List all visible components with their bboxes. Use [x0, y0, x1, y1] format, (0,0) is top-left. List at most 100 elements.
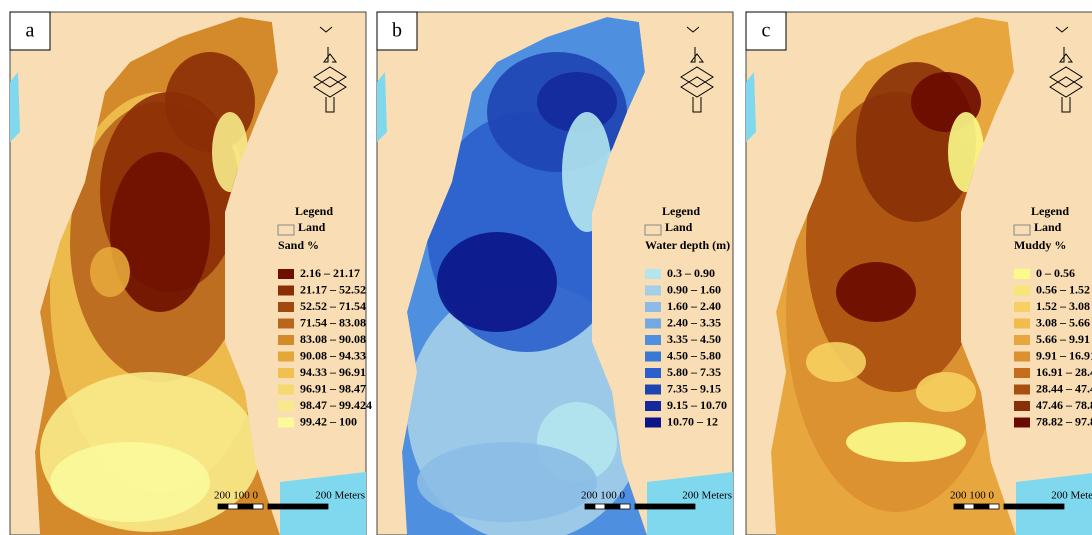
legend-swatch	[1014, 368, 1030, 378]
legend-swatch	[278, 352, 294, 362]
legend-title: Legend	[295, 204, 333, 218]
legend-swatch	[278, 385, 294, 395]
scale-seg	[238, 504, 253, 509]
scale-seg	[620, 504, 630, 509]
zone	[50, 442, 210, 522]
legend-swatch	[1014, 302, 1030, 312]
legend-label: 21.17 – 52.52	[300, 282, 366, 296]
scale-seg	[635, 504, 695, 509]
legend-label: 10.70 – 12	[667, 414, 718, 428]
legend-swatch	[1014, 418, 1030, 428]
legend-swatch	[645, 335, 661, 345]
legend-label: 78.82 – 97.84	[1036, 414, 1092, 428]
legend-label: 0 – 0.56	[1036, 266, 1075, 280]
legend-swatch	[278, 335, 294, 345]
scale-seg	[595, 504, 605, 509]
legend-swatch	[645, 418, 661, 428]
legend-swatch	[1014, 319, 1030, 329]
map-panel: b Legend Land Water depth (m) 0.3 – 0.90 0.90…	[377, 12, 733, 535]
scale-left: 200 100 0	[581, 490, 626, 502]
legend-swatch	[1014, 286, 1030, 296]
legend-heading: Muddy %	[1014, 238, 1066, 252]
zone	[437, 232, 557, 332]
zone	[806, 342, 866, 382]
land-swatch	[1014, 225, 1030, 235]
legend-label: 16.91 – 28.44	[1036, 365, 1092, 379]
legend-swatch	[278, 368, 294, 378]
scale-seg	[253, 504, 263, 509]
legend-swatch	[645, 269, 661, 279]
legend-title: Legend	[1031, 204, 1069, 218]
legend-label: 5.66 – 9.91	[1036, 332, 1090, 346]
legend-swatch	[645, 302, 661, 312]
legend-swatch	[278, 319, 294, 329]
legend-label: 7.35 – 9.15	[667, 381, 721, 395]
scale-seg	[605, 504, 620, 509]
legend-label: 99.42 – 100	[300, 414, 357, 428]
legend-label: 9.15 – 10.70	[667, 398, 727, 412]
legend-swatch	[278, 286, 294, 296]
legend-label: 52.52 – 71.54	[300, 299, 366, 313]
legend-label: 47.46 – 78.82	[1036, 398, 1092, 412]
scale-seg	[218, 504, 228, 509]
legend-label: 0.56 – 1.52	[1036, 282, 1090, 296]
legend-heading: Sand %	[278, 238, 319, 252]
legend-swatch	[278, 418, 294, 428]
scale-left: 200 100 0	[214, 490, 259, 502]
scale-right: 200 Meters	[682, 490, 732, 502]
legend-swatch	[278, 269, 294, 279]
legend-label: 98.47 – 99.424	[300, 398, 372, 412]
scale-seg	[1004, 504, 1064, 509]
map-panel: c Legend Land Muddy % 0 – 0.56 0.56 – 1.52 1.5…	[746, 12, 1092, 535]
legend-swatch	[645, 368, 661, 378]
legend-label: 0.3 – 0.90	[667, 266, 715, 280]
legend-title: Legend	[662, 204, 700, 218]
legend-swatch	[645, 319, 661, 329]
legend-swatch	[278, 302, 294, 312]
panel-label: b	[392, 20, 402, 42]
legend-swatch	[1014, 269, 1030, 279]
legend-label: 90.08 – 94.33	[300, 348, 366, 362]
scale-seg	[974, 504, 989, 509]
scale-right: 200 Meters	[1051, 490, 1092, 502]
legend-swatch	[645, 401, 661, 411]
legend-swatch	[645, 385, 661, 395]
legend-label: 9.91 – 16.91	[1036, 348, 1092, 362]
scale-seg	[268, 504, 328, 509]
legend-land: Land	[1034, 220, 1062, 234]
zone	[417, 442, 597, 522]
legend-label: 1.52 – 3.08	[1036, 299, 1090, 313]
legend-swatch	[645, 286, 661, 296]
scale-seg	[228, 504, 238, 509]
zone	[836, 262, 916, 322]
legend-label: 96.91 – 98.47	[300, 381, 366, 395]
legend-label: 71.54 – 83.08	[300, 315, 366, 329]
legend-label: 1.60 – 2.40	[667, 299, 721, 313]
panel-label: c	[762, 20, 771, 42]
legend-land: Land	[665, 220, 693, 234]
legend-swatch	[278, 401, 294, 411]
legend-label: 2.16 – 21.17	[300, 266, 360, 280]
legend-label: 83.08 – 90.08	[300, 332, 366, 346]
legend-land: Land	[298, 220, 326, 234]
legend-swatch	[1014, 352, 1030, 362]
zone	[916, 372, 976, 412]
legend-label: 4.50 – 5.80	[667, 348, 721, 362]
scale-seg	[585, 504, 595, 509]
zone	[90, 247, 130, 297]
legend-label: 3.35 – 4.50	[667, 332, 721, 346]
land-swatch	[645, 225, 661, 235]
scale-right: 200 Meters	[315, 490, 365, 502]
legend-label: 3.08 – 5.66	[1036, 315, 1090, 329]
legend-label: 94.33 – 96.91	[300, 365, 366, 379]
legend-swatch	[1014, 385, 1030, 395]
legend-swatch	[645, 352, 661, 362]
scale-left: 200 100 0	[950, 490, 995, 502]
legend-heading: Water depth (m)	[645, 238, 730, 252]
figure: a Legend Land Sand % 2.16 – 21.17 21.17 – 52.…	[0, 0, 1092, 535]
legend-swatch	[1014, 401, 1030, 411]
legend-label: 0.90 – 1.60	[667, 282, 721, 296]
legend-label: 5.80 – 7.35	[667, 365, 721, 379]
map-panel: a Legend Land Sand % 2.16 – 21.17 21.17 – 52.…	[10, 12, 372, 535]
panel-label: a	[26, 20, 35, 42]
